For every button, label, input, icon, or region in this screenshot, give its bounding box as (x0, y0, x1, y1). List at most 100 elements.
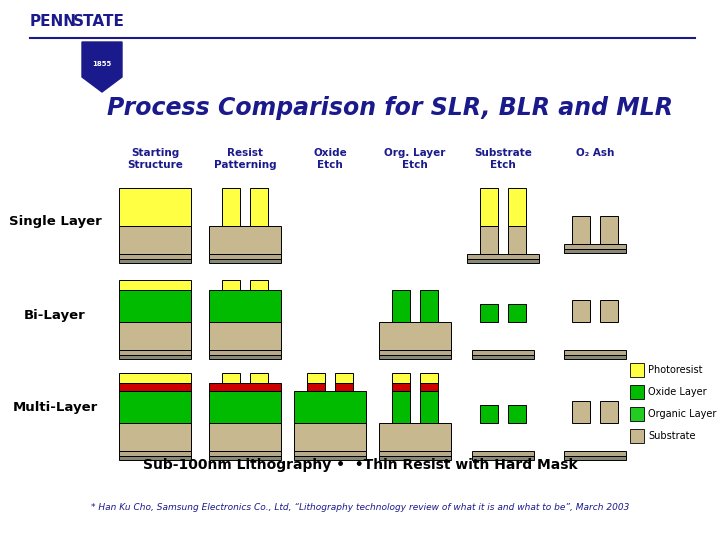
Text: STATE: STATE (73, 14, 125, 29)
Bar (294, 456, 366, 460)
Bar (420, 373, 438, 383)
Bar (379, 423, 451, 451)
Bar (572, 216, 590, 244)
Bar (209, 290, 281, 322)
Bar (392, 290, 410, 322)
Text: Oxide
Etch: Oxide Etch (313, 148, 347, 170)
Text: O₂ Ash: O₂ Ash (576, 148, 614, 158)
Bar (209, 391, 281, 423)
Bar (630, 407, 644, 421)
Bar (508, 226, 526, 254)
Text: Substrate
Etch: Substrate Etch (474, 148, 532, 170)
Bar (209, 423, 281, 451)
Text: Multi-Layer: Multi-Layer (12, 402, 98, 415)
Text: Org. Layer
Etch: Org. Layer Etch (384, 148, 446, 170)
Bar (119, 280, 191, 290)
Bar (564, 244, 626, 249)
Bar (472, 350, 534, 355)
Bar (420, 290, 438, 322)
Bar (392, 383, 410, 391)
Bar (119, 355, 191, 359)
Bar (564, 456, 626, 460)
Bar (600, 300, 618, 322)
Bar (630, 385, 644, 399)
Text: Single Layer: Single Layer (9, 215, 102, 228)
Bar (209, 456, 281, 460)
Bar (250, 280, 268, 290)
Bar (119, 254, 191, 259)
Text: Oxide Layer: Oxide Layer (648, 387, 706, 397)
Bar (480, 188, 498, 226)
Bar (480, 226, 498, 254)
Bar (379, 456, 451, 460)
Bar (379, 451, 451, 456)
Bar (472, 355, 534, 359)
Bar (564, 451, 626, 456)
Bar (564, 249, 626, 253)
Bar (119, 259, 191, 263)
Bar (335, 383, 353, 391)
Bar (379, 322, 451, 350)
Bar (307, 373, 325, 383)
Bar (379, 355, 451, 359)
Bar (508, 304, 526, 322)
Text: Bi-Layer: Bi-Layer (24, 308, 86, 321)
Bar (119, 391, 191, 423)
Bar (119, 290, 191, 322)
Bar (307, 383, 325, 391)
Text: 1855: 1855 (92, 62, 112, 68)
Bar (480, 304, 498, 322)
Bar (564, 350, 626, 355)
Bar (467, 259, 539, 263)
Bar (600, 401, 618, 423)
Text: * Han Ku Cho, Samsung Electronics Co., Ltd, “Lithography technology review of wh: * Han Ku Cho, Samsung Electronics Co., L… (91, 503, 629, 512)
Bar (472, 456, 534, 460)
Bar (119, 350, 191, 355)
Bar (572, 300, 590, 322)
Bar (209, 350, 281, 355)
Bar (420, 391, 438, 423)
Bar (420, 383, 438, 391)
Bar (209, 355, 281, 359)
Text: PENN: PENN (30, 14, 77, 29)
Bar (467, 254, 539, 259)
Bar (209, 322, 281, 350)
Bar (119, 226, 191, 254)
Bar (250, 373, 268, 383)
Bar (119, 383, 191, 391)
Bar (119, 456, 191, 460)
Bar (392, 391, 410, 423)
Bar (222, 280, 240, 290)
Polygon shape (82, 42, 122, 92)
Bar (209, 254, 281, 259)
Bar (294, 451, 366, 456)
Bar (209, 383, 281, 391)
Bar (250, 188, 268, 226)
Bar (209, 451, 281, 456)
Bar (335, 373, 353, 383)
Bar (119, 451, 191, 456)
Bar (209, 226, 281, 254)
Bar (572, 401, 590, 423)
Bar (119, 423, 191, 451)
Text: Sub-100nm Lithography •  •Thin Resist with Hard Mask: Sub-100nm Lithography • •Thin Resist wit… (143, 458, 577, 472)
Bar (480, 405, 498, 423)
Text: Photoresist: Photoresist (648, 365, 703, 375)
Bar (508, 405, 526, 423)
Bar (222, 188, 240, 226)
Text: Substrate: Substrate (648, 431, 696, 441)
Bar (119, 188, 191, 226)
Text: Resist
Patterning: Resist Patterning (214, 148, 276, 170)
Bar (119, 373, 191, 383)
Text: Starting
Structure: Starting Structure (127, 148, 183, 170)
Text: Organic Layer: Organic Layer (648, 409, 716, 419)
Bar (630, 429, 644, 443)
Bar (564, 355, 626, 359)
Bar (209, 259, 281, 263)
Bar (472, 451, 534, 456)
Bar (222, 373, 240, 383)
Bar (379, 350, 451, 355)
Bar (119, 322, 191, 350)
Bar (294, 391, 366, 423)
Bar (294, 423, 366, 451)
